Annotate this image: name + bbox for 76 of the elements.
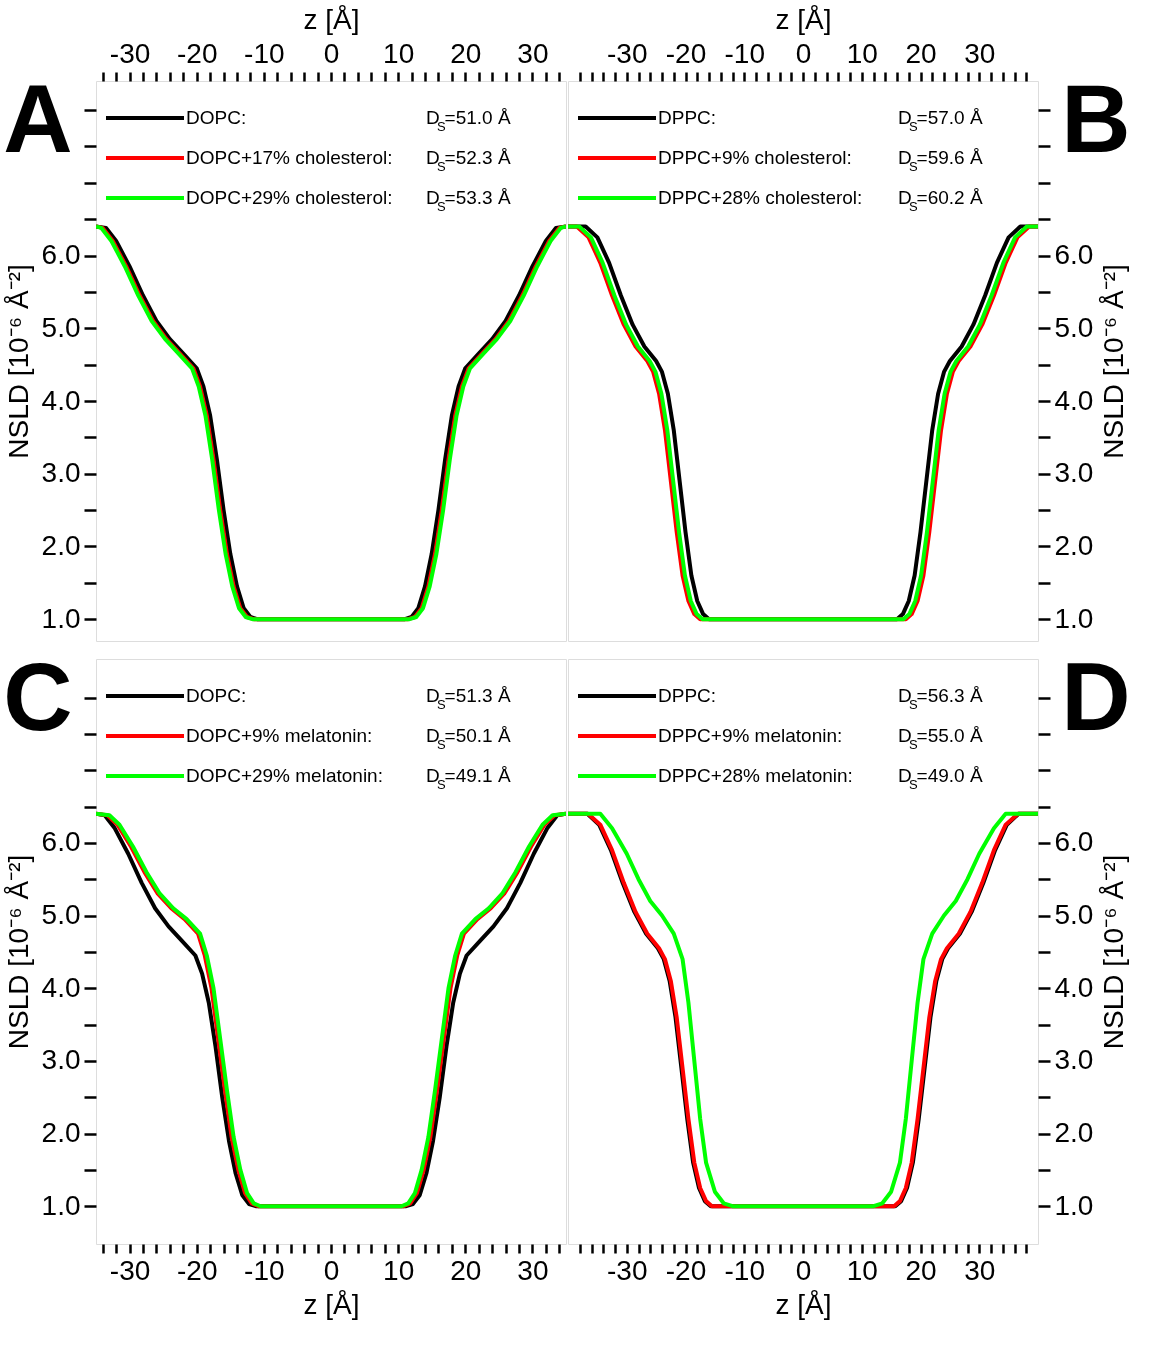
y-tick-label: 6.0 [41, 826, 81, 858]
x-tick-label: 30 [964, 1254, 996, 1286]
y-tick-label: 1.0 [1054, 1189, 1094, 1221]
legend-label: DPPC: [658, 685, 717, 706]
x-tick-label: -10 [724, 37, 765, 69]
x-tick-label: 0 [795, 37, 812, 69]
legend-label: DPPC+9% melatonin: [658, 725, 843, 746]
x-tick-label: 10 [383, 1254, 415, 1286]
x-tick-label: -10 [244, 1254, 285, 1286]
x-tick-label: 0 [795, 1254, 812, 1286]
y-tick-label: 5.0 [41, 311, 81, 343]
y-tick-label: 2.0 [1054, 529, 1094, 561]
x-tick-label: 20 [450, 1254, 482, 1286]
y-tick-label: 6.0 [1054, 239, 1094, 271]
y-axis-title: NSLD [10⁻⁶ Å⁻²] [1098, 854, 1130, 1050]
x-tick-label: 30 [517, 1254, 549, 1286]
x-tick-label: -30 [607, 37, 648, 69]
legend-label: DOPC+29% melatonin: [186, 765, 383, 786]
x-tick-label: 0 [323, 37, 340, 69]
x-tick-label: 10 [846, 37, 878, 69]
y-tick-label: 6.0 [41, 239, 81, 271]
legend-label: DOPC+9% melatonin: [186, 725, 373, 746]
y-tick-label: 3.0 [41, 1044, 81, 1076]
y-tick-label: 5.0 [1054, 899, 1094, 931]
text: B [1061, 65, 1131, 172]
legend-label: DPPC: [658, 107, 717, 128]
y-tick-label: 2.0 [41, 529, 81, 561]
y-tick-label: 4.0 [1054, 971, 1094, 1003]
x-tick-label: 20 [905, 37, 937, 69]
y-tick-label: 4.0 [1054, 384, 1094, 416]
text: D [1061, 643, 1131, 750]
y-tick-label: 1.0 [41, 1189, 81, 1221]
x-axis-title: z [Å] [303, 1288, 360, 1320]
legend-label: DOPC: [186, 685, 247, 706]
y-tick-label: 2.0 [41, 1117, 81, 1149]
x-axis-title: z [Å] [303, 3, 360, 35]
x-tick-label: -20 [176, 1254, 218, 1286]
text: C [3, 643, 73, 750]
x-tick-label: 10 [383, 37, 415, 69]
legend-label: DPPC+28% melatonin: [658, 765, 853, 786]
legend-label: DOPC+29% cholesterol: [186, 187, 393, 208]
x-tick-label: -20 [176, 37, 218, 69]
y-tick-label: 4.0 [41, 971, 81, 1003]
x-tick-label: 30 [517, 37, 549, 69]
x-tick-label: 20 [905, 1254, 937, 1286]
x-tick-label: 20 [450, 37, 482, 69]
y-axis-title: NSLD [10⁻⁶ Å⁻²] [2, 854, 34, 1050]
x-tick-label: -30 [109, 37, 151, 69]
x-tick-label: 10 [846, 1254, 878, 1286]
legend-label: DPPC+28% cholesterol: [658, 187, 863, 208]
y-tick-label: 2.0 [1054, 1117, 1094, 1149]
legend-label: DOPC+17% cholesterol: [186, 147, 393, 168]
x-tick-label: -10 [244, 37, 285, 69]
y-tick-label: 4.0 [41, 384, 81, 416]
legend-label: DPPC+9% cholesterol: [658, 147, 852, 168]
legend-label: DOPC: [186, 107, 247, 128]
y-tick-label: 6.0 [1054, 826, 1094, 858]
text: A [3, 65, 73, 172]
y-tick-label: 3.0 [1054, 457, 1094, 489]
x-tick-label: -10 [724, 1254, 765, 1286]
y-tick-label: 1.0 [1054, 602, 1094, 634]
y-tick-label: 3.0 [41, 457, 81, 489]
y-tick-label: 1.0 [41, 602, 81, 634]
x-tick-label: 0 [323, 1254, 340, 1286]
x-tick-label: -20 [665, 1254, 707, 1286]
x-tick-label: -30 [109, 1254, 151, 1286]
y-axis-title: NSLD [10⁻⁶ Å⁻²] [1098, 264, 1130, 459]
x-tick-label: -20 [665, 37, 707, 69]
y-tick-label: 5.0 [41, 899, 81, 931]
y-tick-label: 3.0 [1054, 1044, 1094, 1076]
y-axis-title: NSLD [10⁻⁶ Å⁻²] [2, 264, 34, 459]
x-tick-label: 30 [964, 37, 996, 69]
x-axis-title: z [Å] [775, 3, 832, 35]
y-tick-label: 5.0 [1054, 311, 1094, 343]
x-tick-label: -30 [607, 1254, 648, 1286]
x-axis-title: z [Å] [775, 1288, 832, 1320]
